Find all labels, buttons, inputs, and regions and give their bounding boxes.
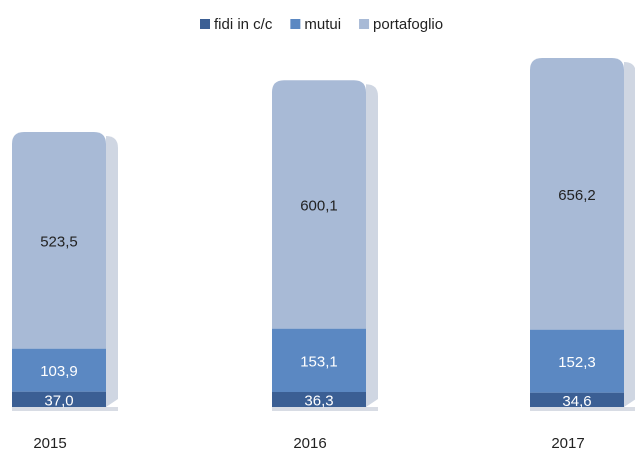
legend-swatch	[290, 19, 301, 29]
legend-label: portafoglio	[373, 16, 443, 33]
bar-segment	[12, 131, 106, 349]
bar-segment	[272, 328, 366, 392]
bar-segment	[272, 391, 366, 407]
bar-side	[106, 135, 118, 407]
x-tick-label: 2016	[293, 435, 326, 452]
value-label: 37,0	[44, 392, 73, 409]
bar-shadow	[272, 407, 378, 411]
bar-segment	[12, 348, 106, 392]
bar-segment	[530, 392, 624, 407]
value-label: 34,6	[562, 393, 591, 410]
x-tick-label: 2017	[551, 435, 584, 452]
legend-label: fidi in c/c	[214, 16, 273, 33]
value-label: 36,3	[304, 392, 333, 409]
legend-swatch	[200, 19, 210, 29]
value-label: 152,3	[558, 354, 596, 371]
bar-side	[624, 62, 635, 407]
bar-segment	[530, 58, 624, 330]
value-label: 523,5	[40, 233, 78, 250]
legend-swatch	[359, 19, 370, 29]
bar-side	[366, 84, 378, 408]
bar-shadow	[12, 407, 118, 411]
bar-segment	[272, 80, 366, 329]
bar-segment	[12, 391, 106, 407]
bar-shadow	[530, 407, 635, 411]
value-label: 656,2	[558, 187, 596, 204]
legend-label: mutui	[304, 16, 341, 33]
value-label: 153,1	[300, 353, 338, 370]
x-tick-label: 2015	[33, 435, 66, 452]
value-label: 103,9	[40, 363, 78, 380]
value-label: 600,1	[300, 197, 338, 214]
bar-segment	[530, 329, 624, 393]
